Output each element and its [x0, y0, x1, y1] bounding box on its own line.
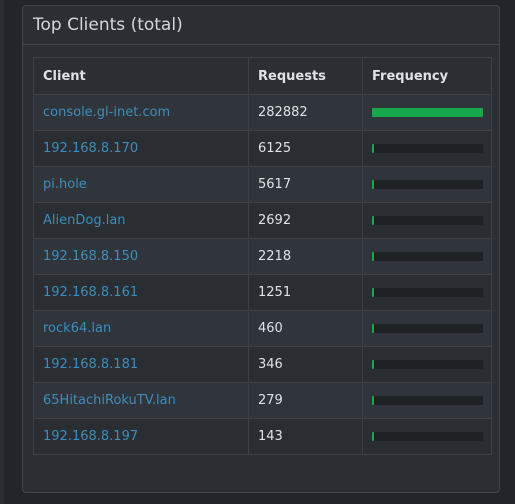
requests-cell: 143 — [248, 418, 363, 455]
frequency-bar-fill — [372, 252, 374, 261]
frequency-bar-fill — [372, 108, 483, 117]
client-cell: rock64.lan — [33, 310, 249, 347]
table-row: 192.168.8.161 1251 — [33, 274, 492, 311]
frequency-bar-fill — [372, 360, 374, 369]
frequency-cell — [362, 94, 492, 131]
table-row: AlienDog.lan 2692 — [33, 202, 492, 239]
client-link[interactable]: rock64.lan — [43, 321, 112, 336]
table-row: 65HitachiRokuTV.lan 279 — [33, 382, 492, 419]
client-link[interactable]: AlienDog.lan — [43, 213, 126, 228]
requests-cell: 2218 — [248, 238, 363, 275]
frequency-bar-fill — [372, 432, 374, 441]
frequency-cell — [362, 418, 492, 455]
requests-cell: 460 — [248, 310, 363, 347]
table-row: console.gl-inet.com 282882 — [33, 94, 492, 131]
table-row: rock64.lan 460 — [33, 310, 492, 347]
frequency-bar-fill — [372, 324, 374, 333]
requests-cell: 5617 — [248, 166, 363, 203]
client-cell: 192.168.8.181 — [33, 346, 249, 383]
requests-cell: 282882 — [248, 94, 363, 131]
table-row: 192.168.8.150 2218 — [33, 238, 492, 275]
frequency-bar — [372, 108, 483, 117]
client-cell: pi.hole — [33, 166, 249, 203]
top-clients-panel: Top Clients (total) Client Requests Freq… — [22, 5, 500, 493]
client-cell: 65HitachiRokuTV.lan — [33, 382, 249, 419]
frequency-bar — [372, 180, 483, 189]
requests-cell: 6125 — [248, 130, 363, 167]
client-cell: console.gl-inet.com — [33, 94, 249, 131]
table-row: 192.168.8.197 143 — [33, 418, 492, 455]
panel-title: Top Clients (total) — [33, 15, 183, 35]
frequency-bar — [372, 252, 483, 261]
requests-cell: 1251 — [248, 274, 363, 311]
frequency-bar — [372, 144, 483, 153]
requests-cell: 2692 — [248, 202, 363, 239]
column-header-client[interactable]: Client — [33, 57, 249, 95]
requests-cell: 279 — [248, 382, 363, 419]
page-edge — [0, 0, 4, 504]
panel-header: Top Clients (total) — [23, 6, 499, 45]
client-link[interactable]: 192.168.8.150 — [43, 249, 139, 264]
frequency-bar — [372, 324, 483, 333]
frequency-bar — [372, 396, 483, 405]
frequency-cell — [362, 346, 492, 383]
client-cell: 192.168.8.150 — [33, 238, 249, 275]
client-link[interactable]: 192.168.8.170 — [43, 141, 139, 156]
frequency-cell — [362, 274, 492, 311]
frequency-cell — [362, 382, 492, 419]
frequency-bar — [372, 432, 483, 441]
frequency-cell — [362, 166, 492, 203]
table-row: pi.hole 5617 — [33, 166, 492, 203]
requests-cell: 346 — [248, 346, 363, 383]
client-link[interactable]: 192.168.8.197 — [43, 429, 139, 444]
frequency-cell — [362, 130, 492, 167]
frequency-bar-fill — [372, 144, 375, 153]
frequency-bar-fill — [372, 216, 374, 225]
frequency-bar — [372, 288, 483, 297]
client-link[interactable]: 65HitachiRokuTV.lan — [43, 393, 176, 408]
frequency-bar — [372, 360, 483, 369]
column-header-frequency[interactable]: Frequency — [362, 57, 492, 95]
client-link[interactable]: 192.168.8.181 — [43, 357, 139, 372]
clients-table-wrapper: Client Requests Frequency console.gl-ine… — [33, 57, 492, 455]
frequency-cell — [362, 202, 492, 239]
frequency-bar-fill — [372, 180, 375, 189]
top-clients-table: Client Requests Frequency console.gl-ine… — [33, 57, 492, 455]
client-cell: 192.168.8.197 — [33, 418, 249, 455]
table-row: 192.168.8.170 6125 — [33, 130, 492, 167]
frequency-cell — [362, 310, 492, 347]
client-cell: 192.168.8.170 — [33, 130, 249, 167]
frequency-bar-fill — [372, 396, 374, 405]
frequency-bar — [372, 216, 483, 225]
client-cell: 192.168.8.161 — [33, 274, 249, 311]
column-header-requests[interactable]: Requests — [248, 57, 363, 95]
client-link[interactable]: pi.hole — [43, 177, 87, 192]
frequency-cell — [362, 238, 492, 275]
client-cell: AlienDog.lan — [33, 202, 249, 239]
client-link[interactable]: 192.168.8.161 — [43, 285, 139, 300]
client-link[interactable]: console.gl-inet.com — [43, 105, 171, 120]
table-header-row: Client Requests Frequency — [33, 57, 492, 95]
frequency-bar-fill — [372, 288, 374, 297]
table-row: 192.168.8.181 346 — [33, 346, 492, 383]
